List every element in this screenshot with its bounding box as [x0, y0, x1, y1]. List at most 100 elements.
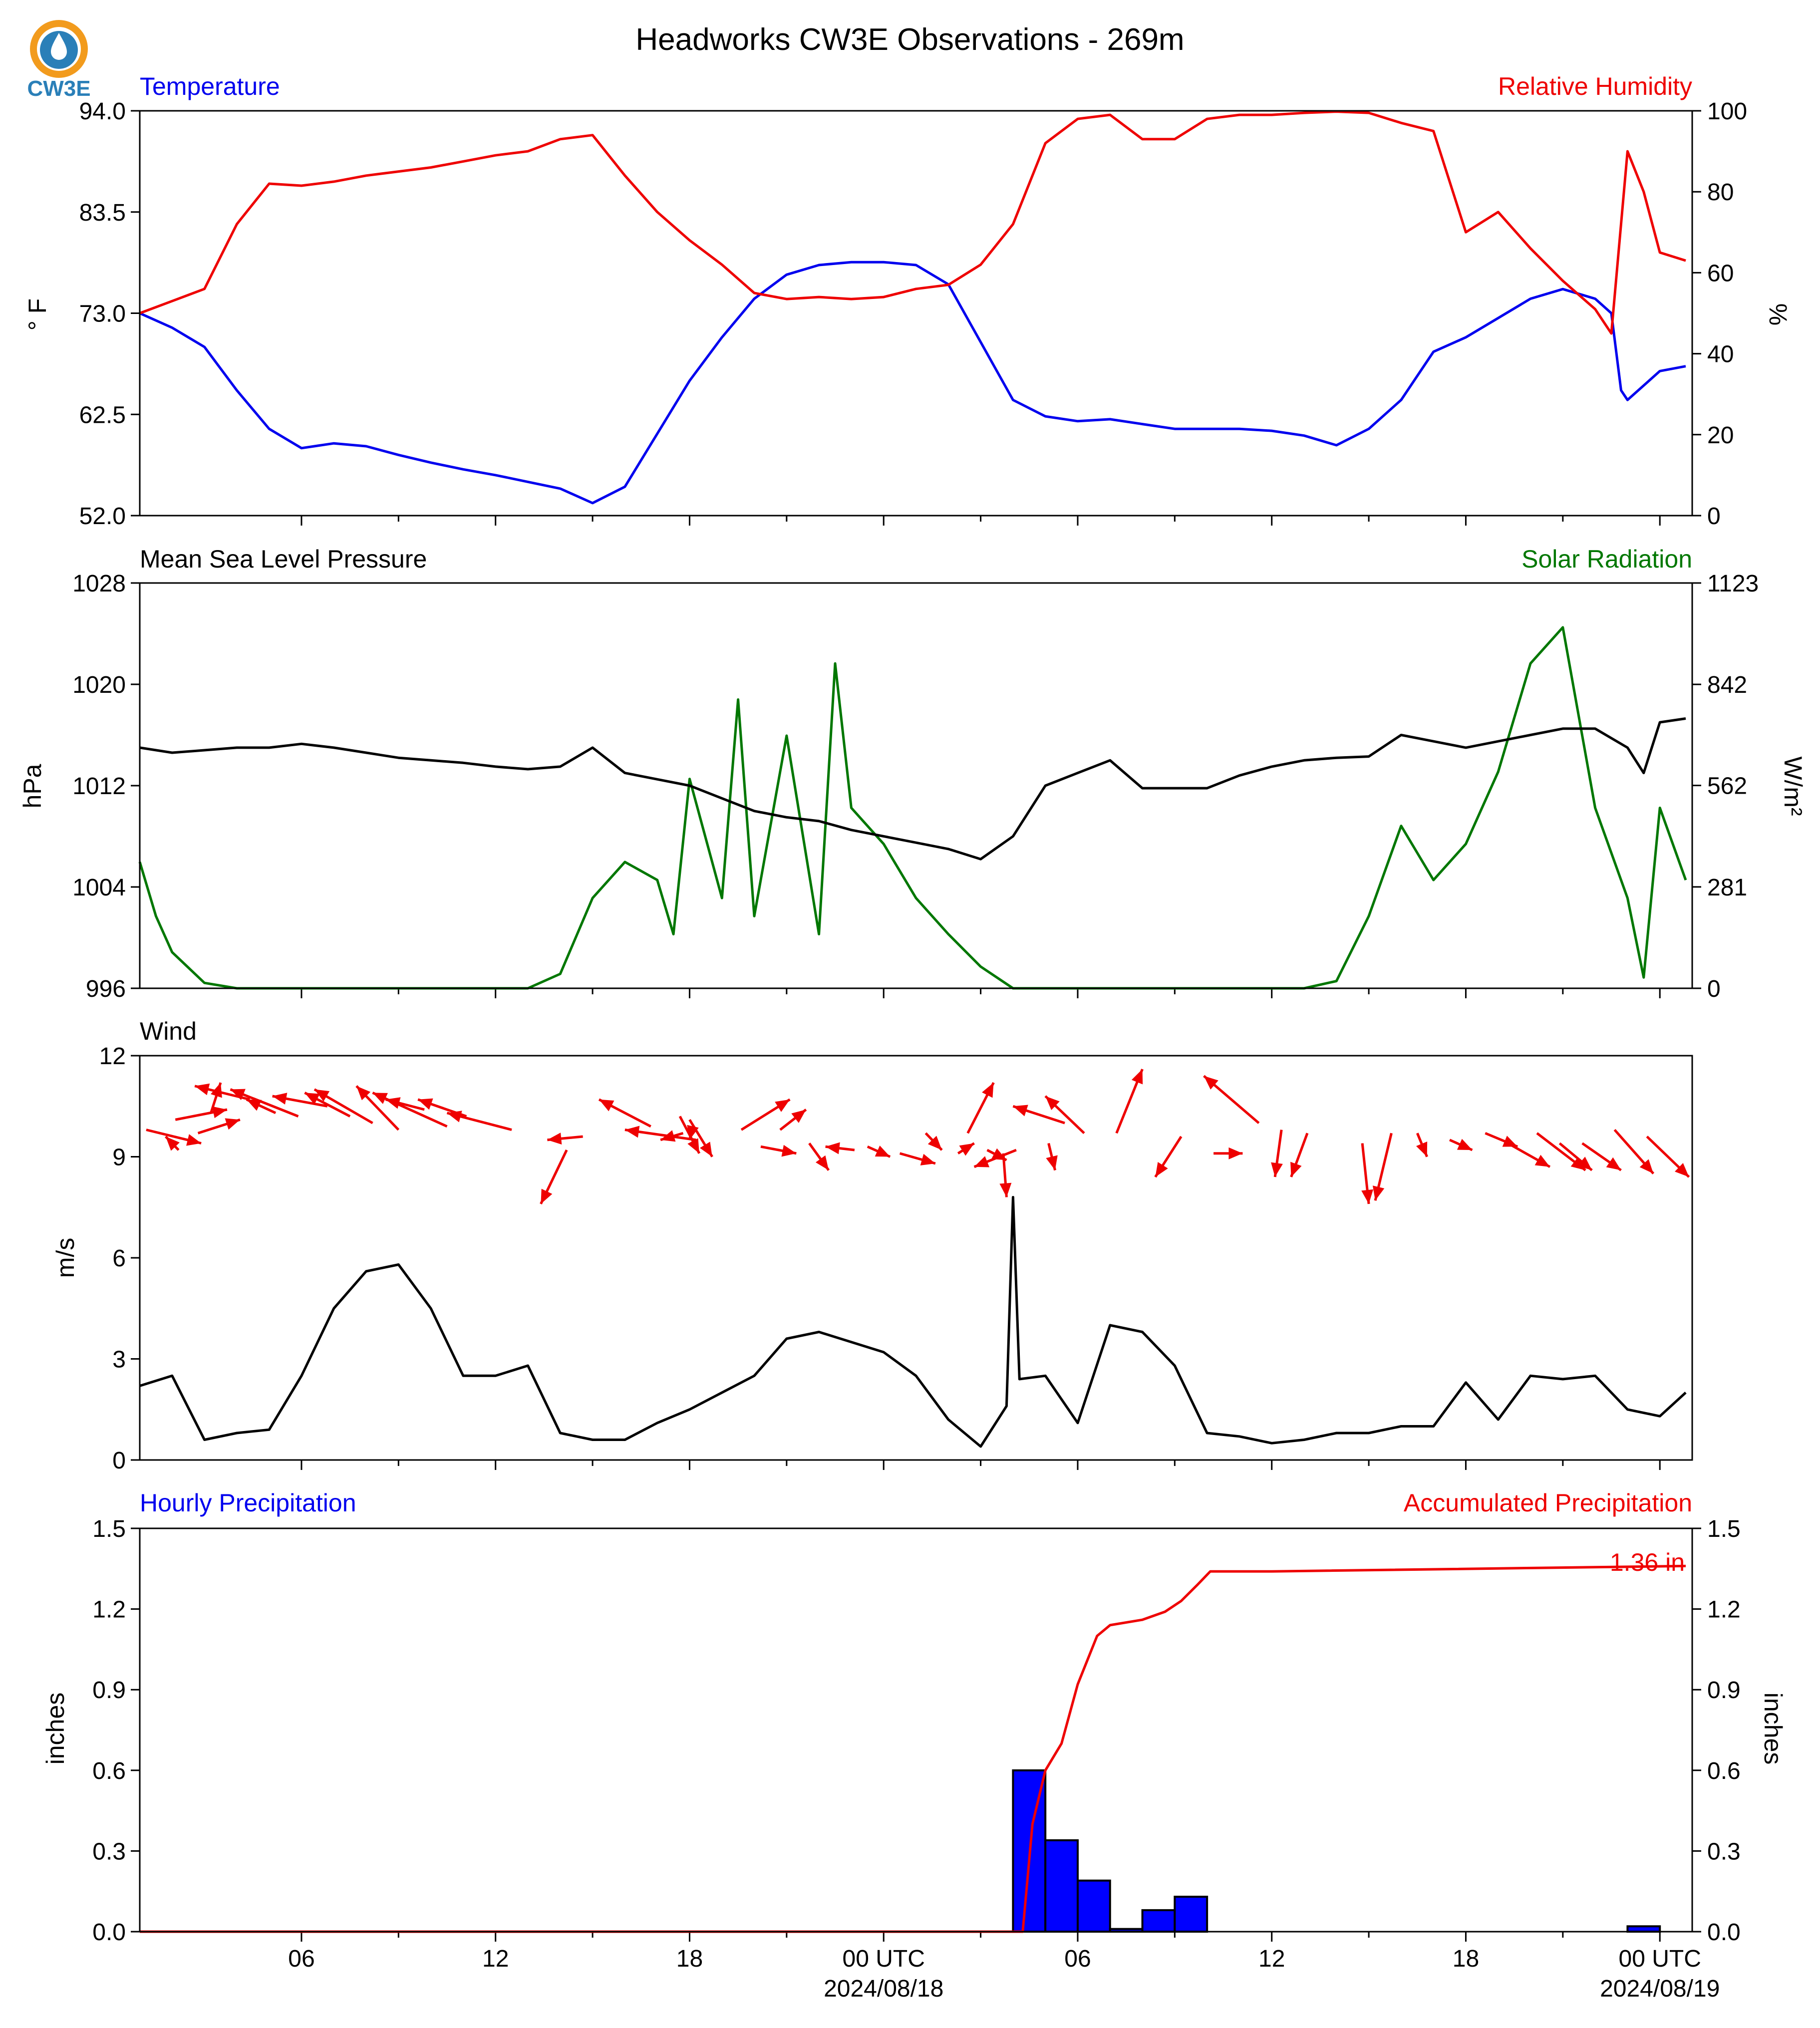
wind-arrow [1154, 1136, 1183, 1178]
wind-arrow-head [195, 1083, 210, 1096]
x-tick-label: 06 [1064, 1946, 1091, 1972]
wind-axis-label: m/s [51, 1238, 79, 1278]
hourly-precip-bars [1012, 1769, 1661, 1933]
y-tick-label: 73.0 [79, 301, 126, 327]
date-label: 2024/08/19 [1600, 1976, 1720, 2002]
wind-arrow [779, 1109, 807, 1131]
precip-right-axis-label: inches [1759, 1693, 1787, 1765]
wind-arrow-head [356, 1086, 371, 1101]
wind-arrow-head [541, 1188, 553, 1204]
precip-bar [1626, 1925, 1661, 1933]
wind-arrow [1213, 1147, 1243, 1159]
solar-radiation-line [138, 626, 1687, 990]
wind-arrow-head [699, 1142, 712, 1157]
wind-arrow-head [1502, 1136, 1518, 1147]
wind-arrow-head [418, 1098, 433, 1110]
wind-arrow-head [1457, 1139, 1473, 1150]
temperature-tick-labels: 52.0 62.5 73.0 83.5 94.0 [79, 98, 140, 530]
accumulated-precip-title: Accumulated Precipitation [1404, 1489, 1692, 1517]
y-tick-label: 40 [1707, 341, 1734, 368]
wind-arrow-head [1046, 1155, 1058, 1170]
y-tick-label: 0.6 [1707, 1758, 1741, 1784]
wind-tick-labels: 0 3 6 9 12 [99, 1043, 140, 1474]
wind-arrow [1646, 1136, 1690, 1178]
wind-arrow-head [660, 1130, 676, 1142]
wind-arrow-head [1155, 1161, 1168, 1177]
y-tick-label: 1020 [72, 672, 126, 698]
wind-arrow-head [624, 1126, 640, 1138]
y-tick-label: 0.0 [1707, 1919, 1741, 1946]
wind-arrow [740, 1098, 791, 1131]
panel1-x-ticks [301, 516, 1661, 526]
precip-bar [1044, 1839, 1079, 1933]
wind-arrow [760, 1145, 797, 1157]
panel3-frame [139, 1055, 1693, 1461]
wind-arrow [899, 1152, 936, 1165]
y-tick-label: 1028 [72, 571, 126, 597]
wind-arrow-head [272, 1093, 288, 1105]
wind-arrow [175, 1106, 228, 1121]
time-axis-labels: 06 12 18 00 UTC 06 12 18 00 UTC 2024/08/18 2024/0… [288, 1946, 1720, 2002]
panel-temperature-humidity: Temperature Relative Humidity ° F % 52.0… [23, 72, 1792, 530]
wind-arrow-head [165, 1137, 180, 1151]
wind-arrow-head [1045, 1096, 1060, 1111]
precip-bar [1174, 1895, 1209, 1933]
wind-arrow-head [1639, 1159, 1654, 1174]
wind-arrow-head [1228, 1147, 1243, 1159]
y-tick-label: 52.0 [79, 503, 126, 530]
wind-arrow [1046, 1143, 1058, 1171]
water-drop-icon [51, 33, 67, 60]
y-tick-label: 6 [112, 1245, 126, 1272]
wind-arrow-head [920, 1154, 935, 1165]
wind-arrow-head [999, 1182, 1012, 1197]
wind-arrow-head [1372, 1185, 1385, 1201]
wind-arrow-head [1271, 1162, 1283, 1177]
x-tick-label: 12 [1258, 1946, 1285, 1972]
wind-arrow [146, 1129, 202, 1146]
wind-arrow [966, 1082, 995, 1134]
panel4-x-ticks [301, 1932, 1661, 1942]
wind-arrow [1507, 1142, 1551, 1168]
wind-arrow [1203, 1075, 1260, 1124]
cw3e-logo: CW3E [27, 20, 91, 101]
wind-arrow [957, 1142, 975, 1156]
wind-arrow-head [791, 1110, 806, 1123]
wind-arrow-head [225, 1118, 240, 1130]
wind-arrow [1613, 1129, 1655, 1174]
y-tick-label: 0 [1707, 976, 1721, 1002]
precip-right-tick-labels: 0.0 0.3 0.6 0.9 1.2 1.5 [1692, 1516, 1741, 1946]
wind-arrow [313, 1088, 373, 1125]
precip-bar [1076, 1879, 1111, 1933]
y-tick-label: 0.3 [92, 1838, 126, 1865]
y-tick-label: 0.6 [92, 1758, 126, 1784]
wind-arrow [1044, 1095, 1085, 1135]
wind-arrow [1449, 1139, 1473, 1152]
temperature-title: Temperature [140, 72, 280, 100]
wind-arrow [867, 1145, 891, 1158]
wind-arrow-head [447, 1111, 462, 1123]
wind-arrow-head [212, 1106, 227, 1119]
wind-arrow-head [982, 1083, 994, 1098]
wind-arrow-head [304, 1093, 320, 1105]
wind-arrow [355, 1085, 400, 1131]
wind-arrow [446, 1111, 512, 1131]
solar-radiation-title: Solar Radiation [1521, 545, 1692, 573]
panel3-x-ticks [301, 1460, 1661, 1470]
figure-title: Headworks CW3E Observations - 269m [635, 22, 1184, 57]
wind-arrow [1271, 1130, 1283, 1177]
wind-arrow [1290, 1133, 1309, 1177]
y-tick-label: 9 [112, 1145, 126, 1171]
wind-arrow [372, 1091, 448, 1128]
wind-arrow [1012, 1105, 1065, 1125]
panel-wind: Wind m/s 0 3 6 9 12 [51, 1017, 1693, 1474]
solar-axis-label: W/m² [1779, 756, 1807, 816]
wind-arrow-head [1577, 1157, 1592, 1170]
y-tick-label: 62.5 [79, 402, 126, 428]
y-tick-label: 0.3 [1707, 1838, 1741, 1865]
wind-arrow-head [687, 1138, 699, 1154]
wind-arrow [825, 1142, 855, 1155]
panel1-frame [139, 110, 1693, 517]
wind-arrow-head [927, 1136, 942, 1150]
y-tick-label: 100 [1707, 98, 1747, 125]
humidity-tick-labels: 0 20 40 60 80 100 [1692, 98, 1747, 530]
